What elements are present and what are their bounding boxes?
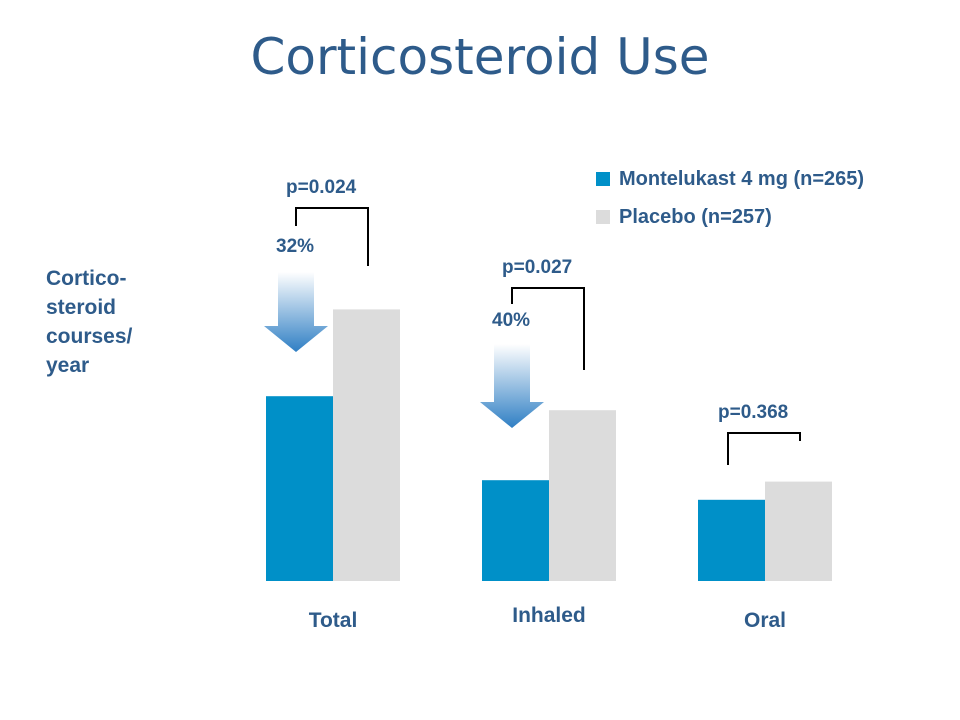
reduction-arrow-total xyxy=(264,272,328,352)
legend-swatch-montelukast xyxy=(596,172,610,186)
p-value-total: p=0.024 xyxy=(286,177,357,198)
page-title: Corticosteroid Use xyxy=(250,28,710,86)
significance-bracket-inhaled xyxy=(511,287,585,370)
legend-item-placebo: Placebo (n=257) xyxy=(596,204,864,230)
legend-swatch-placebo xyxy=(596,210,610,224)
bar-oral-placebo xyxy=(765,481,832,581)
bar-total-placebo xyxy=(333,309,400,581)
y-axis-label-line: courses/ xyxy=(46,325,133,348)
legend-label-montelukast: Montelukast 4 mg (n=265) xyxy=(619,167,865,190)
y-axis-label: Cortico- steroid courses/ year xyxy=(46,264,166,380)
legend: Montelukast 4 mg (n=265) Placebo (n=257) xyxy=(596,166,864,242)
significance-bracket-oral xyxy=(727,432,801,465)
x-tick-label-inhaled: Inhaled xyxy=(512,604,586,627)
x-tick-label-total: Total xyxy=(309,609,358,632)
bar-inhaled-placebo xyxy=(549,410,616,581)
reduction-arrow-inhaled xyxy=(480,344,544,428)
x-tick-label-oral: Oral xyxy=(744,609,786,632)
bar-inhaled-montelukast xyxy=(482,480,549,581)
legend-item-montelukast: Montelukast 4 mg (n=265) xyxy=(596,166,864,192)
bar-total-montelukast xyxy=(266,396,333,581)
y-axis-label-line: Cortico- xyxy=(46,267,127,290)
bar-oral-montelukast xyxy=(698,499,765,581)
reduction-label-total: 32% xyxy=(276,236,314,257)
legend-label-placebo: Placebo (n=257) xyxy=(619,205,772,228)
y-axis-label-line: year xyxy=(46,354,90,377)
p-value-oral: p=0.368 xyxy=(718,402,788,423)
reduction-label-inhaled: 40% xyxy=(492,310,530,331)
y-axis-label-line: steroid xyxy=(46,296,117,319)
significance-bracket-total xyxy=(295,207,369,266)
p-value-inhaled: p=0.027 xyxy=(502,257,572,278)
